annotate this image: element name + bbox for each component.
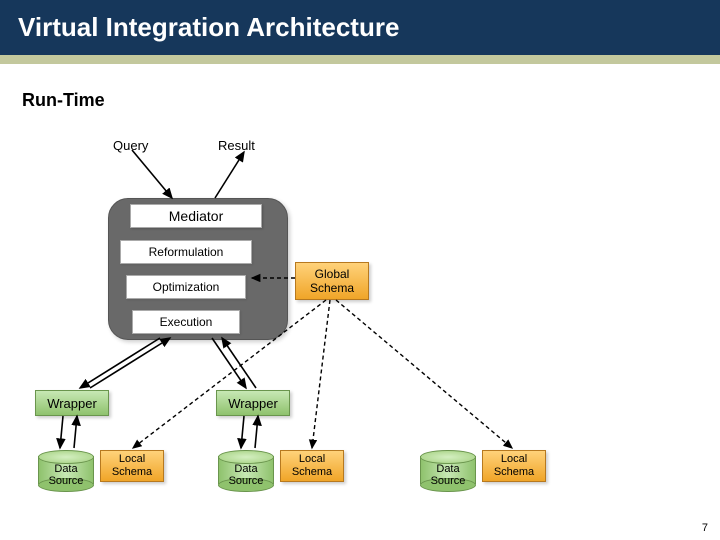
- accent-bar: [0, 55, 720, 64]
- label-result: Result: [218, 138, 255, 153]
- data-source-label-1: DataSource: [218, 463, 274, 487]
- mediator-step-0: Reformulation: [120, 240, 252, 264]
- local-schema-box-1: LocalSchema: [280, 450, 344, 482]
- page-number: 7: [702, 522, 708, 534]
- mediator-title: Mediator: [130, 204, 262, 228]
- wrapper-box-0: Wrapper: [35, 390, 109, 416]
- global-schema-box: GlobalSchema: [295, 262, 369, 300]
- slide-title: Virtual Integration Architecture: [18, 12, 399, 43]
- data-source-label-2: DataSource: [420, 463, 476, 487]
- local-schema-box-0: LocalSchema: [100, 450, 164, 482]
- local-schema-box-2: LocalSchema: [482, 450, 546, 482]
- wrapper-box-1: Wrapper: [216, 390, 290, 416]
- data-source-cylinder-0: DataSource: [38, 450, 94, 490]
- data-source-cylinder-1: DataSource: [218, 450, 274, 490]
- data-source-cylinder-2: DataSource: [420, 450, 476, 490]
- data-source-label-0: DataSource: [38, 463, 94, 487]
- label-query: Query: [113, 138, 148, 153]
- mediator-step-2: Execution: [132, 310, 240, 334]
- mediator-step-1: Optimization: [126, 275, 246, 299]
- subtitle-runtime: Run-Time: [22, 90, 105, 111]
- title-bar: Virtual Integration Architecture: [0, 0, 720, 55]
